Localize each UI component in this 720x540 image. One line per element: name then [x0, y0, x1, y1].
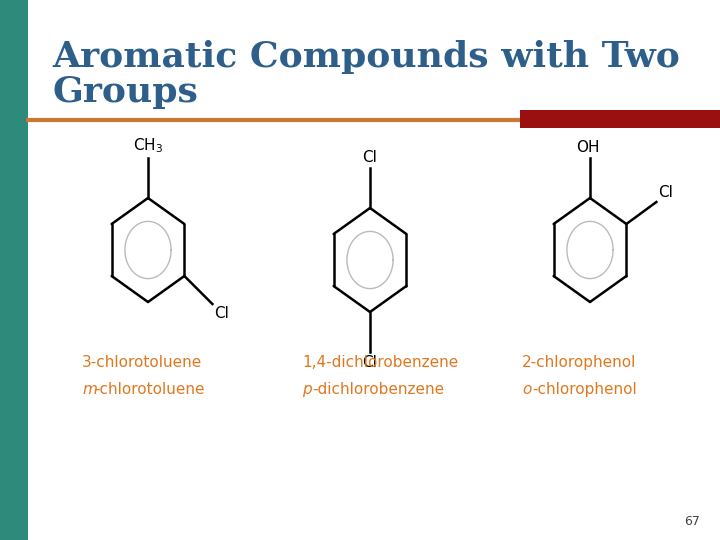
Text: Cl: Cl	[215, 306, 229, 321]
Bar	[0, 0, 28, 540]
Text: o: o	[522, 382, 531, 397]
Text: Groups: Groups	[52, 75, 198, 109]
Text: -dichlorobenzene: -dichlorobenzene	[312, 382, 444, 397]
Bar	[520, 110, 720, 128]
Text: 67: 67	[684, 515, 700, 528]
Text: 3-chlorotoluene: 3-chlorotoluene	[82, 355, 202, 370]
Text: Cl: Cl	[363, 355, 377, 370]
Text: m: m	[82, 382, 97, 397]
Text: -chlorophenol: -chlorophenol	[532, 382, 636, 397]
Text: 2-chlorophenol: 2-chlorophenol	[522, 355, 636, 370]
Text: p: p	[302, 382, 312, 397]
Text: OH: OH	[576, 140, 600, 155]
Text: Cl: Cl	[658, 185, 673, 200]
Text: CH$_3$: CH$_3$	[133, 136, 163, 155]
Text: Aromatic Compounds with Two: Aromatic Compounds with Two	[52, 40, 680, 74]
Text: -chlorotoluene: -chlorotoluene	[94, 382, 204, 397]
Text: Cl: Cl	[363, 150, 377, 165]
Text: 1,4-dichlorobenzene: 1,4-dichlorobenzene	[302, 355, 458, 370]
